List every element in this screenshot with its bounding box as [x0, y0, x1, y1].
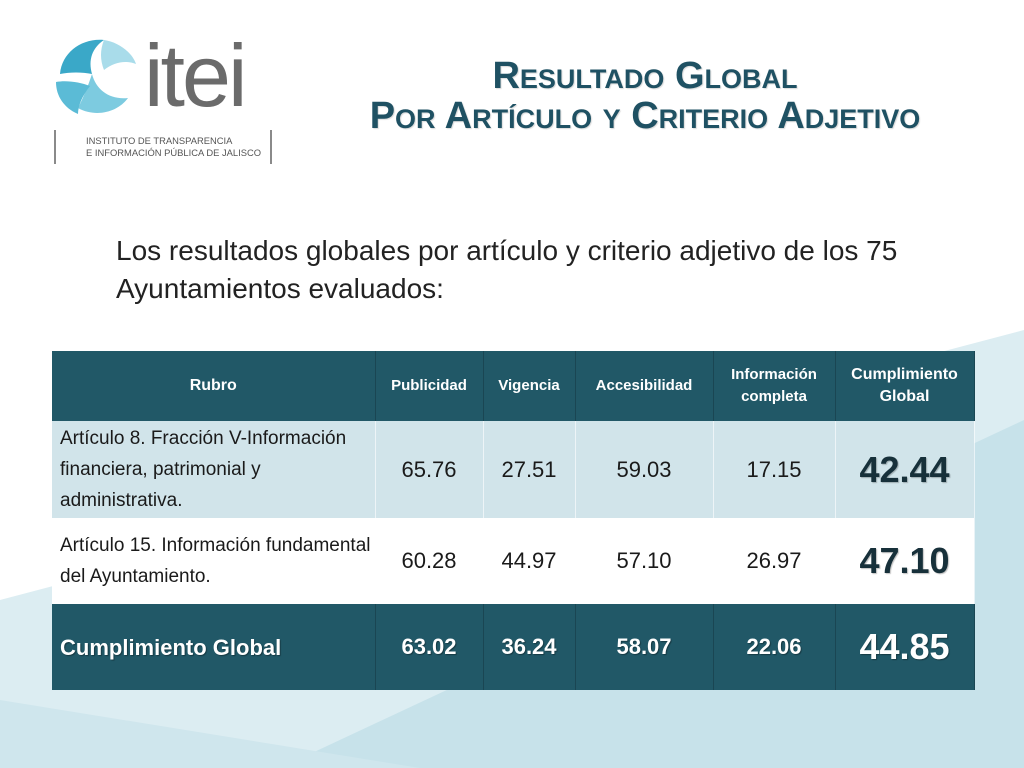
row-cumplimiento-global: 47.10 [835, 518, 975, 604]
row-accesibilidad: 57.10 [575, 518, 714, 604]
table-row: Artículo 8. Fracción V-Información finan… [52, 421, 975, 518]
total-publicidad: 63.02 [375, 604, 484, 690]
page-title-line1: Resultado Global [492, 55, 798, 97]
page-title-line2: Por Artículo y Criterio Adjetivo [369, 95, 921, 137]
itei-logo-mark-icon [56, 39, 136, 114]
row-informacion-completa: 26.97 [713, 518, 836, 604]
row-accesibilidad: 59.03 [575, 421, 714, 518]
total-informacion-completa: 22.06 [713, 604, 836, 690]
page-title: Resultado Global Por Artículo y Criterio… [330, 56, 960, 136]
table-header-row: Rubro Publicidad Vigencia Accesibilidad … [52, 351, 975, 421]
row-publicidad: 65.76 [375, 421, 484, 518]
results-table: Rubro Publicidad Vigencia Accesibilidad … [52, 351, 975, 690]
row-rubro: Artículo 15. Información fundamental del… [52, 518, 376, 604]
logo-wordmark: itei [144, 26, 247, 125]
total-vigencia: 36.24 [483, 604, 576, 690]
header-vigencia: Vigencia [483, 351, 576, 421]
row-informacion-completa: 17.15 [713, 421, 836, 518]
logo-subtitle-line1: INSTITUTO DE TRANSPARENCIA [86, 135, 233, 146]
row-rubro: Artículo 8. Fracción V-Información finan… [52, 421, 376, 518]
header-accesibilidad: Accesibilidad [575, 351, 714, 421]
header-publicidad: Publicidad [375, 351, 484, 421]
header-rubro: Rubro [52, 351, 376, 421]
logo-subtitle: INSTITUTO DE TRANSPARENCIA E INFORMACIÓN… [54, 130, 272, 164]
table-row: Artículo 15. Información fundamental del… [52, 518, 975, 604]
total-row: Cumplimiento Global 63.02 36.24 58.07 22… [52, 604, 975, 690]
itei-logo: itei INSTITUTO DE TRANSPARENCIA E INFORM… [52, 26, 282, 174]
row-vigencia: 27.51 [483, 421, 576, 518]
total-cumplimiento-global: 44.85 [835, 604, 975, 690]
logo-subtitle-line2: E INFORMACIÓN PÚBLICA DE JALISCO [86, 147, 262, 158]
total-rubro: Cumplimiento Global [52, 604, 376, 690]
row-publicidad: 60.28 [375, 518, 484, 604]
header-cumplimiento-global: Cumplimiento Global [835, 351, 975, 421]
row-cumplimiento-global: 42.44 [835, 421, 975, 518]
total-accesibilidad: 58.07 [575, 604, 714, 690]
intro-text: Los resultados globales por artículo y c… [116, 235, 898, 304]
row-vigencia: 44.97 [483, 518, 576, 604]
header-informacion-completa: Información completa [713, 351, 836, 421]
